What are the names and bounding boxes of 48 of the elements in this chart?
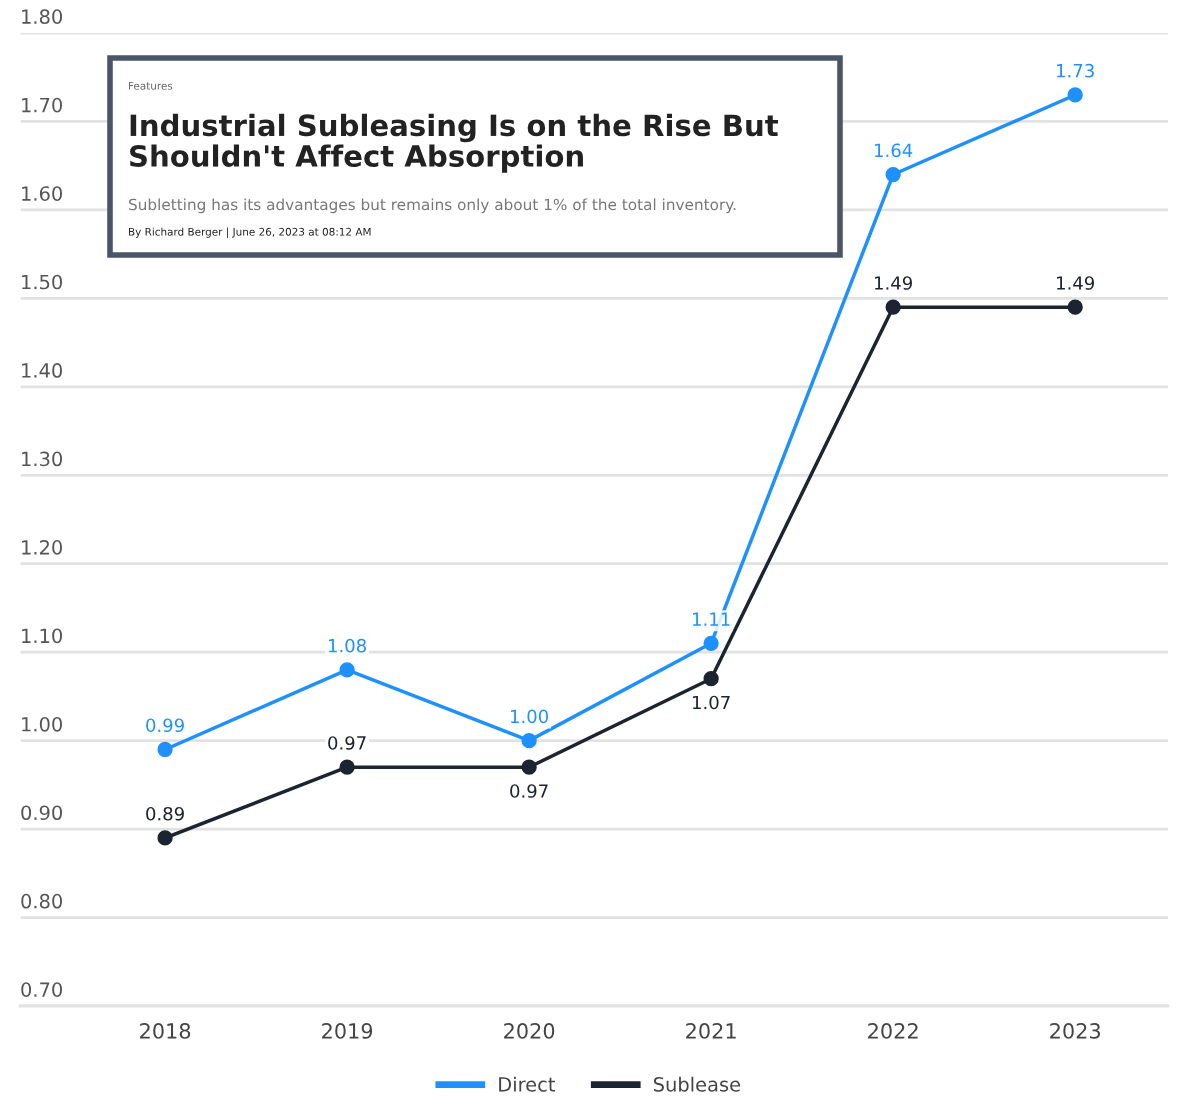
x-tick-label: 2022 [868, 1023, 918, 1039]
text: 0.90 [21, 805, 62, 821]
point [885, 299, 901, 315]
text: 0.80 [21, 893, 62, 909]
data-label: 0.97 [510, 784, 548, 798]
text: 1.10 [22, 628, 62, 644]
text: 1.40 [22, 363, 62, 378]
data-label: 0.97 [328, 736, 366, 750]
data-label: 1.11 [693, 612, 730, 626]
point [157, 830, 173, 846]
x-tick-label: 2019 [322, 1023, 373, 1039]
x-tick-label: 2023 [1050, 1023, 1101, 1039]
point [339, 759, 355, 775]
x-tick-label: 2020 [504, 1023, 555, 1039]
data-label: 1.73 [1057, 63, 1094, 78]
text: 1.20 [22, 540, 62, 555]
point [703, 635, 719, 651]
point [521, 732, 537, 749]
legend-label: Sublease [653, 1076, 741, 1092]
annotation: Industrial Subleasing Is on the Rise But Shouldn't Affect Absorption [130, 113, 779, 173]
text: 1.70 [22, 97, 62, 113]
annotation: Features [129, 81, 173, 90]
point [157, 741, 173, 758]
point [703, 671, 719, 687]
data-label: 1.00 [510, 709, 549, 724]
text: 1.60 [22, 186, 62, 201]
text: 1.50 [22, 274, 62, 290]
x-tick-label: 2021 [686, 1023, 736, 1039]
x-tick-label: 2018 [140, 1023, 191, 1039]
text: 1.00 [22, 716, 62, 732]
point [1067, 299, 1083, 315]
data-label: 0.89 [146, 806, 184, 821]
text: 0.70 [21, 982, 62, 997]
data-label: 0.99 [146, 718, 184, 733]
annotation: Subletting has its advantages but remains only about 1% of the total inventory. [129, 198, 736, 214]
data-label: 1.07 [693, 695, 730, 710]
data-label: 1.49 [875, 276, 912, 290]
point [1067, 87, 1083, 103]
point [339, 662, 355, 678]
data-label: 1.08 [328, 638, 366, 653]
legend-label: Direct [499, 1076, 555, 1092]
text: 1.80 [22, 9, 62, 24]
annotation: By Richard Berger | June 26, 2023 at 08:12 AM [129, 227, 371, 239]
text: 1.30 [22, 451, 62, 467]
point [521, 759, 537, 775]
point [885, 166, 901, 183]
data-label: 1.64 [875, 143, 913, 158]
data-label: 1.49 [1057, 276, 1094, 290]
